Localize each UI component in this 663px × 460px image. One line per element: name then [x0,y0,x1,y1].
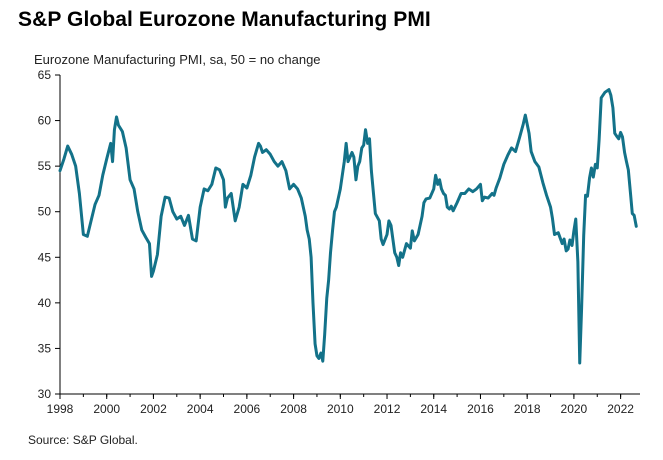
y-tick-label: 30 [38,387,52,401]
x-tick-label: 1998 [47,402,74,416]
x-tick-label: 2002 [140,402,167,416]
y-axis: 30 35 40 45 50 55 60 65 [38,68,61,401]
x-tick-label: 2022 [607,402,634,416]
y-tick-label: 50 [38,205,52,219]
y-tick-label: 35 [38,341,52,355]
x-tick-label: 2000 [93,402,120,416]
x-tick-label: 2014 [420,402,447,416]
x-tick-label: 2004 [187,402,214,416]
y-tick-label: 65 [38,68,52,82]
chart-title: S&P Global Eurozone Manufacturing PMI [18,8,431,31]
x-tick-label: 2012 [374,402,401,416]
x-tick-label: 2008 [280,402,307,416]
y-tick-label: 45 [38,250,52,264]
y-tick-label: 60 [38,114,52,128]
source-note: Source: S&P Global. [28,433,138,447]
chart-subtitle: Eurozone Manufacturing PMI, sa, 50 = no … [34,52,321,67]
series-group [58,88,638,365]
x-axis: 1998 2000 2002 2004 2006 2008 2010 2012 2014 2016… [47,393,640,416]
x-tick-label: 2018 [514,402,541,416]
x-tick-label: 2006 [234,402,261,416]
y-tick-label: 55 [38,159,52,173]
y-tick-label: 40 [38,296,52,310]
x-tick-label: 2010 [327,402,354,416]
x-tick-label: 2020 [561,402,588,416]
series-line [58,88,638,365]
x-tick-label: 2016 [467,402,494,416]
